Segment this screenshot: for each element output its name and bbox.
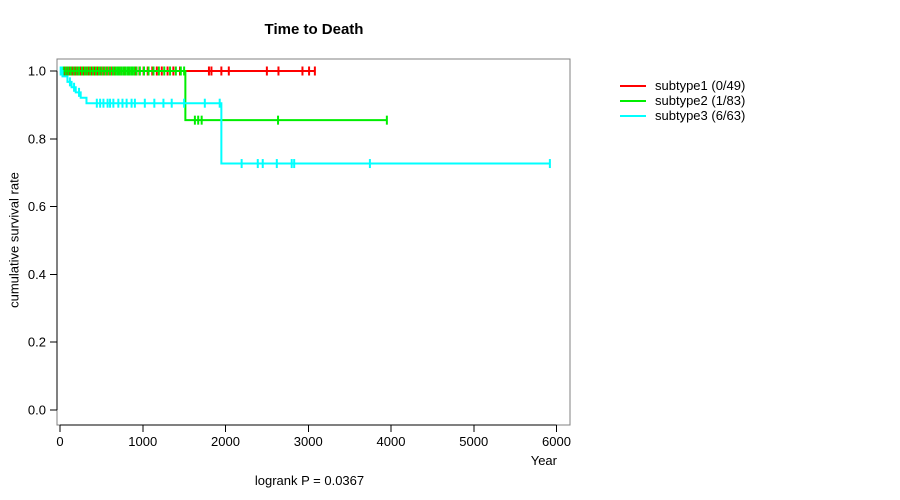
survival-curve xyxy=(60,70,550,165)
legend-item: subtype3 (6/63) xyxy=(620,108,745,123)
legend-line-swatch xyxy=(620,84,646,87)
logrank-pvalue-note: logrank P = 0.0367 xyxy=(254,473,365,488)
y-tick-label: 1.0 xyxy=(28,64,46,79)
y-tick-label: 0.4 xyxy=(28,267,46,282)
y-tick-label: 0.6 xyxy=(28,199,46,214)
chart-title: Time to Death xyxy=(264,21,364,38)
legend-line-swatch xyxy=(620,99,646,102)
x-tick-label: 6000 xyxy=(542,434,571,449)
x-tick-label: 0 xyxy=(56,434,63,449)
x-tick-label: 3000 xyxy=(294,434,323,449)
plot-frame xyxy=(56,58,571,426)
x-tick-label: 5000 xyxy=(459,434,488,449)
censor-ticks xyxy=(62,66,388,125)
x-tick-label: 4000 xyxy=(377,434,406,449)
y-tick-label: 0.2 xyxy=(28,335,46,350)
x-tick-label: 2000 xyxy=(211,434,240,449)
legend-item: subtype2 (1/83) xyxy=(620,93,745,108)
legend: subtype1 (0/49) subtype2 (1/83) subtype3 (… xyxy=(620,78,745,123)
y-tick-label: 0.8 xyxy=(28,131,46,146)
censor-ticks xyxy=(59,66,551,169)
legend-item: subtype1 (0/49) xyxy=(620,78,745,93)
legend-line-swatch xyxy=(620,114,646,117)
legend-label: subtype1 (0/49) xyxy=(655,78,746,93)
legend-label: subtype2 (1/83) xyxy=(655,93,746,108)
legend-label: subtype3 (6/63) xyxy=(655,108,746,123)
x-axis-title: Year xyxy=(530,453,557,468)
x-tick-label: 1000 xyxy=(128,434,157,449)
y-tick-label: 0.0 xyxy=(28,403,46,418)
y-axis-title: cumulative survival rate xyxy=(6,172,22,308)
survival-curve xyxy=(60,70,387,122)
